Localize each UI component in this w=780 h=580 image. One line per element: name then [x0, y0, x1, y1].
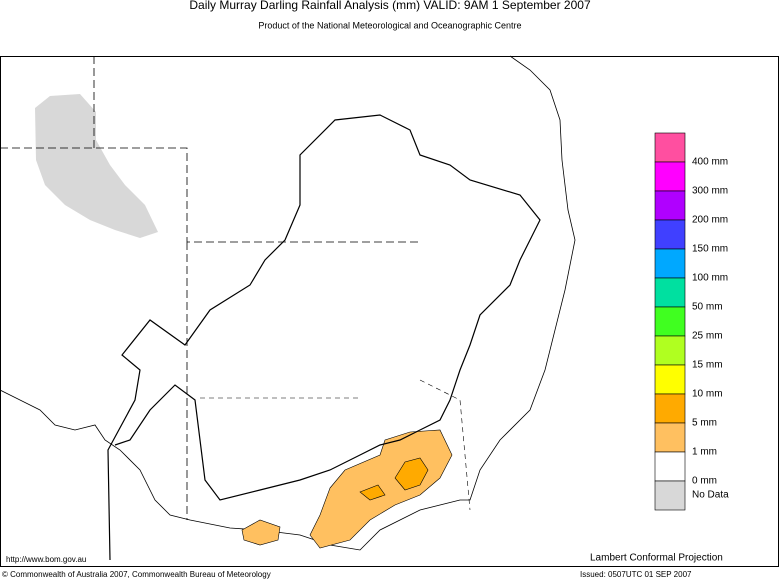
website: http://www.bom.gov.au	[6, 555, 86, 564]
legend-label: 100 mm	[692, 273, 728, 284]
legend-swatch	[654, 451, 686, 482]
legend-swatch	[654, 277, 686, 308]
legend-swatch	[654, 219, 686, 250]
subtitle: Product of the National Meteorological a…	[258, 20, 521, 30]
legend-swatch	[654, 190, 686, 221]
legend-label: 5 mm	[692, 418, 717, 429]
legend-label: 50 mm	[692, 302, 723, 313]
projection: Lambert Conformal Projection	[590, 553, 723, 564]
legend-label: No Data	[692, 490, 729, 501]
legend-label: 10 mm	[692, 389, 723, 400]
legend-label: 1 mm	[692, 447, 717, 458]
no-data-area	[35, 94, 158, 238]
map	[0, 55, 576, 561]
legend-swatch	[654, 306, 686, 337]
legend-swatch	[654, 161, 686, 192]
rain-1mm	[241, 519, 281, 546]
map-frame	[0, 56, 779, 567]
legend-swatch	[654, 132, 686, 163]
legend-swatch	[654, 335, 686, 366]
legend: 400 mm 300 mm 200 mm 150 mm 100 mm 50 mm 25 mm…	[654, 132, 729, 511]
coastline	[0, 55, 576, 551]
legend-label: 15 mm	[692, 360, 723, 371]
legend-label: 200 mm	[692, 215, 728, 226]
state-borders-minor	[200, 379, 471, 511]
legend-swatch	[654, 480, 686, 511]
legend-label: 25 mm	[692, 331, 723, 342]
basin-outline	[107, 114, 541, 561]
legend-swatch	[654, 393, 686, 424]
issued: Issued: 0507UTC 01 SEP 2007	[580, 570, 692, 579]
legend-label: 400 mm	[692, 157, 728, 168]
legend-swatch	[654, 422, 686, 453]
legend-swatch	[654, 364, 686, 395]
copyright: © Commonwealth of Australia 2007, Common…	[2, 570, 271, 579]
legend-label: 300 mm	[692, 186, 728, 197]
legend-label: 150 mm	[692, 244, 728, 255]
rain-5mm	[359, 457, 429, 501]
state-borders	[0, 56, 420, 520]
title: Daily Murray Darling Rainfall Analysis (…	[189, 0, 591, 12]
legend-swatch	[654, 248, 686, 279]
legend-label: 0 mm	[692, 476, 717, 487]
